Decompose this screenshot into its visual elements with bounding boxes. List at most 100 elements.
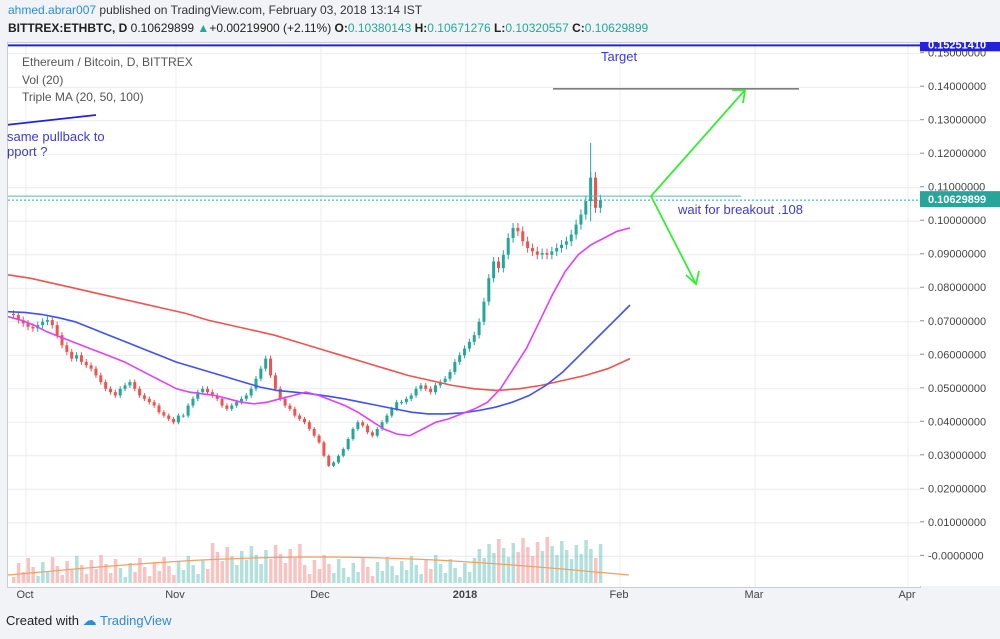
- volume-bar: [370, 576, 375, 583]
- volume-bar: [419, 574, 423, 583]
- price-axis[interactable]: 0.15000000 0.14000000 0.13000000 0.12000000…: [920, 37, 1000, 586]
- candle: [492, 261, 496, 279]
- candle: [443, 378, 447, 383]
- volume-bar: [332, 573, 336, 583]
- volume-bar: [99, 555, 103, 583]
- y-tick-label: 0.03000000: [928, 450, 986, 462]
- candle: [366, 425, 370, 433]
- candle: [176, 415, 180, 423]
- candle: [215, 395, 219, 399]
- candle: [312, 428, 316, 436]
- candle: [477, 321, 481, 336]
- candle: [147, 398, 151, 403]
- candle: [346, 439, 350, 450]
- volume-bar: [375, 562, 380, 583]
- volume-bar: [172, 575, 176, 583]
- candle: [220, 398, 224, 406]
- volume-bar: [467, 572, 472, 583]
- top-price-text: 0.15251410: [928, 42, 986, 51]
- candle: [201, 388, 205, 393]
- candle: [191, 398, 195, 406]
- high-label: H:: [414, 21, 428, 35]
- volume-bar: [380, 571, 385, 583]
- candle: [540, 253, 544, 255]
- volume-bar: [249, 546, 254, 583]
- volume-bar: [535, 542, 540, 583]
- volume-bar: [283, 563, 288, 583]
- candle: [336, 455, 340, 463]
- candle: [598, 200, 602, 208]
- footer: Created with ☁ TradingView: [6, 612, 172, 629]
- candle: [283, 398, 287, 406]
- candle: [497, 261, 500, 269]
- author-link[interactable]: ahmed.abrar007: [8, 3, 97, 17]
- down-arrow: [650, 195, 697, 285]
- volume-bar: [142, 567, 147, 583]
- volume-bar: [497, 539, 501, 583]
- volume-bar: [21, 572, 26, 583]
- volume-bar: [312, 560, 317, 583]
- legend-title: Ethereum / Bitcoin, D, BITTREX: [22, 55, 193, 69]
- volume-bar: [133, 572, 137, 583]
- candle: [152, 402, 156, 406]
- candle: [41, 321, 45, 326]
- candle: [404, 398, 408, 403]
- volume-bar: [79, 565, 84, 583]
- last-price-text: 0.10629899: [928, 194, 986, 206]
- volume-bar: [351, 563, 355, 583]
- candle: [133, 382, 137, 389]
- volume-bar: [511, 543, 516, 583]
- time-axis[interactable]: Oct Nov Dec 2018 Feb Mar Apr: [7, 586, 919, 602]
- volume-bar: [395, 575, 399, 583]
- candle: [317, 435, 321, 443]
- candle: [351, 428, 355, 440]
- volume-bar: [225, 547, 229, 583]
- tradingview-link[interactable]: TradingView: [100, 613, 172, 628]
- volume-bar: [293, 558, 297, 583]
- volume-bar: [433, 555, 438, 583]
- candle: [45, 320, 49, 322]
- candle: [60, 335, 64, 346]
- legend-volume[interactable]: Vol (20): [22, 73, 64, 87]
- candle: [516, 227, 520, 232]
- legend-ma[interactable]: Triple MA (20, 50, 100): [22, 90, 144, 104]
- candle: [550, 251, 554, 255]
- volume-bar: [414, 565, 419, 583]
- volume-bar: [574, 545, 579, 583]
- volume-bar: [404, 570, 409, 583]
- volume-bar: [298, 544, 302, 583]
- volume-bar: [157, 571, 161, 583]
- volume-bar: [191, 565, 195, 583]
- symbol-label: BITTREX:ETHBTC, D: [8, 21, 128, 35]
- volume-bar: [336, 559, 341, 583]
- volume-bar: [356, 572, 360, 583]
- candle: [55, 325, 59, 336]
- volume-bar: [152, 562, 157, 583]
- volume-bar: [220, 561, 225, 583]
- open-label: O:: [334, 21, 348, 35]
- candle: [79, 355, 83, 362]
- volume-bar: [594, 558, 598, 583]
- volume-bar: [235, 565, 239, 583]
- candle: [453, 361, 457, 373]
- volume-bar: [545, 537, 549, 583]
- price-chart[interactable]: [8, 43, 920, 587]
- volume-bar: [560, 541, 564, 583]
- volume-bar: [327, 564, 331, 583]
- volume-bar: [472, 558, 477, 583]
- candle: [138, 388, 142, 396]
- last-price-tag: [920, 191, 1000, 208]
- low-label: L:: [494, 21, 506, 35]
- volume-bar: [75, 556, 79, 583]
- volume-bar: [264, 550, 268, 583]
- chart-pane[interactable]: Ethereum / Bitcoin, D, BITTREX Vol (20) …: [7, 42, 921, 588]
- volume-bar: [94, 569, 98, 583]
- candle: [400, 402, 403, 404]
- candle: [186, 405, 190, 416]
- candle: [506, 237, 510, 255]
- candle: [94, 368, 98, 376]
- candle: [535, 251, 539, 255]
- volume-bar: [492, 553, 496, 583]
- volume-bar: [526, 547, 530, 583]
- candle: [409, 395, 413, 399]
